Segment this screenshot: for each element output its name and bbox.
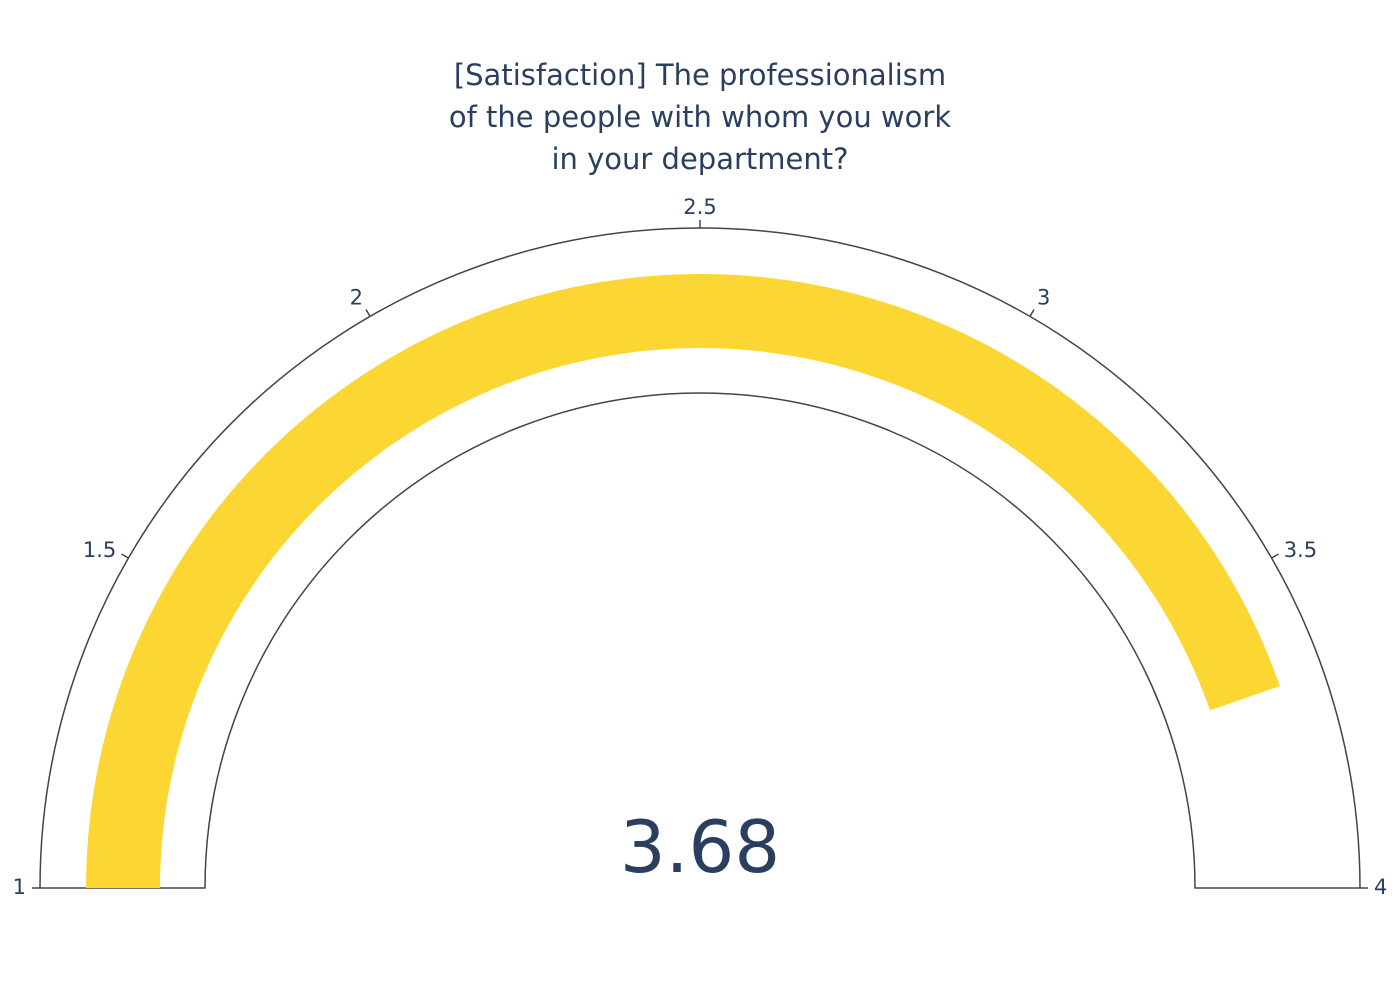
chart-title-line-1: [Satisfaction] The professionalism [454,58,946,92]
gauge-axis: 1 1.5 2 2.5 3 3.5 4 [13,195,1388,899]
gauge-tick [1271,553,1279,559]
gauge-tick-label: 2 [350,285,363,309]
gauge-tick-label: 3 [1037,285,1050,309]
gauge-value-number: 3.68 [620,805,780,889]
gauge-tick [1029,309,1035,317]
gauge-tick-label: 4 [1374,875,1387,899]
gauge-tick [365,309,371,317]
gauge-tick-label: 3.5 [1284,538,1317,562]
gauge-value-bar [86,273,1280,889]
gauge-tick-label: 1 [13,875,26,899]
gauge-tick-label: 1.5 [83,538,116,562]
gauge-tick [121,553,129,559]
chart-title: [Satisfaction] The professionalism of th… [449,58,951,176]
gauge-tick-label: 2.5 [683,195,716,219]
chart-title-line-2: of the people with whom you work [449,100,951,134]
chart-title-line-3: in your department? [551,142,848,176]
